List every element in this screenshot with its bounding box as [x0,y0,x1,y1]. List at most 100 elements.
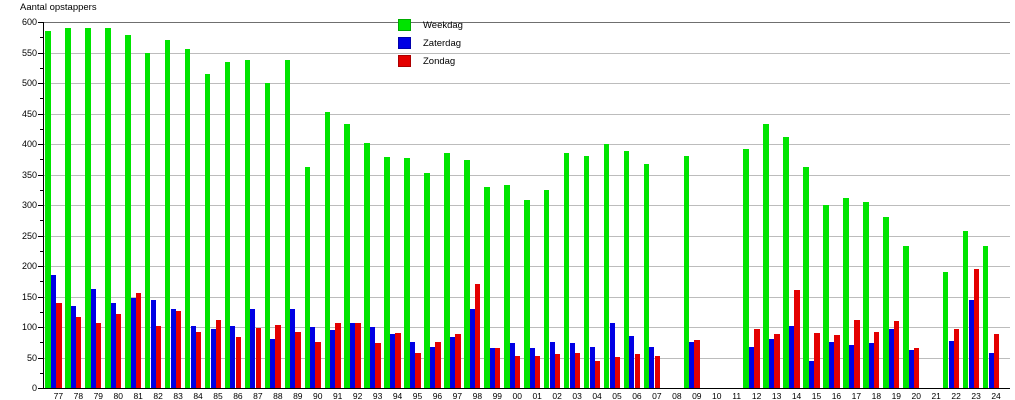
bar-zaterdag-15 [809,360,814,388]
bar-zaterdag-86 [230,325,236,388]
bar-zondag-77 [56,302,62,388]
bar-weekdag-16 [823,205,829,388]
x-tick-label-20: 20 [911,391,921,400]
y-tick-label: 500 [21,78,37,88]
bar-zondag-90 [315,342,321,388]
x-tick-label-12: 12 [751,391,762,400]
bar-zondag-24 [993,334,1000,388]
x-tick-label-16: 16 [831,391,842,400]
legend-item-zondag: Zondag [398,52,463,70]
y-tick-label: 600 [21,17,37,27]
bar-weekdag-83 [164,40,171,388]
bar-zondag-81 [135,293,142,388]
y-tick-label: 100 [21,322,37,332]
y-tick-label: 200 [21,261,37,271]
bar-weekdag-22 [942,272,949,388]
y-major-tick [38,174,43,176]
bar-weekdag-18 [863,201,869,388]
bar-zondag-12 [754,329,760,388]
bar-zaterdag-82 [150,299,156,388]
bar-zondag-23 [973,269,980,388]
bar-zaterdag-94 [390,334,396,388]
y-minor-tick [40,159,43,161]
bar-weekdag-14 [783,137,789,388]
x-tick-label-14: 14 [791,391,802,400]
y-tick-label: 550 [21,47,37,58]
bar-zondag-86 [235,336,242,388]
bar-zondag-96 [435,342,441,388]
bar-weekdag-77 [45,31,51,388]
bar-zaterdag-85 [210,328,216,388]
y-tick-label: 0 [31,383,37,393]
x-tick-label-03: 03 [572,391,582,400]
bar-weekdag-07 [643,163,650,388]
bar-zondag-14 [794,290,800,388]
bar-zondag-93 [375,343,381,388]
x-tick-label-10: 10 [712,391,722,400]
bar-weekdag-79 [85,28,91,388]
bar-zaterdag-92 [350,323,356,388]
bar-weekdag-82 [144,52,151,388]
x-tick-label-07: 07 [652,391,662,400]
bar-zaterdag-87 [250,308,256,388]
bar-zondag-88 [275,325,281,388]
bar-zaterdag-04 [589,346,595,388]
zaterdag-swatch [398,37,411,49]
bar-weekdag-04 [583,156,590,388]
bar-zondag-85 [215,320,222,388]
bar-zondag-00 [514,356,521,388]
y-major-tick [38,388,43,389]
bar-zondag-13 [774,334,780,388]
bar-zondag-87 [255,328,261,388]
weekdag-swatch [398,19,411,31]
x-tick-label-09: 09 [692,391,702,400]
bar-zondag-06 [634,354,641,388]
bar-weekdag-93 [364,142,370,388]
bar-zaterdag-18 [868,343,874,388]
x-tick-label-77: 77 [53,391,64,400]
x-tick-label-13: 13 [771,391,782,400]
bar-zaterdag-89 [290,308,296,388]
x-tick-label-24: 24 [991,391,1001,400]
x-tick-label-04: 04 [592,391,602,400]
x-tick-label-00: 00 [512,391,522,400]
x-tick-label-95: 95 [412,391,423,400]
bar-zaterdag-78 [70,305,76,388]
y-major-tick [38,357,43,359]
y-major-tick [38,235,43,237]
bar-zondag-82 [155,325,162,388]
bar-zondag-98 [474,284,481,388]
x-tick-label-11: 11 [732,391,742,400]
bar-zondag-09 [694,339,700,388]
bar-zondag-99 [494,347,501,388]
y-minor-tick [40,189,43,191]
legend-label-weekdag: Weekdag [423,19,463,31]
x-tick-label-87: 87 [253,391,263,400]
y-major-tick [38,52,43,54]
x-tick-label-97: 97 [452,391,463,400]
x-tick-label-18: 18 [871,391,882,400]
bar-weekdag-05 [603,144,610,388]
x-tick-label-91: 91 [332,391,343,400]
bar-weekdag-78 [65,28,71,388]
bar-weekdag-85 [204,73,211,388]
x-tick-label-98: 98 [472,391,483,400]
x-tick-label-78: 78 [73,391,84,400]
y-minor-tick [40,98,43,100]
gridline-350 [44,174,1010,176]
y-minor-tick [40,342,43,344]
bar-zaterdag-01 [529,348,535,388]
x-tick-label-93: 93 [372,391,383,400]
bar-zaterdag-84 [190,325,196,388]
y-tick-label: 50 [26,352,37,363]
bar-weekdag-24 [982,246,989,388]
bar-weekdag-95 [404,158,410,388]
y-major-tick [38,296,43,298]
zondag-swatch [398,55,411,67]
y-minor-tick [40,250,43,252]
legend-label-zaterdag: Zaterdag [423,37,462,49]
bar-zaterdag-00 [509,342,515,388]
bar-zondag-78 [75,316,82,388]
x-tick-label-83: 83 [173,391,183,400]
